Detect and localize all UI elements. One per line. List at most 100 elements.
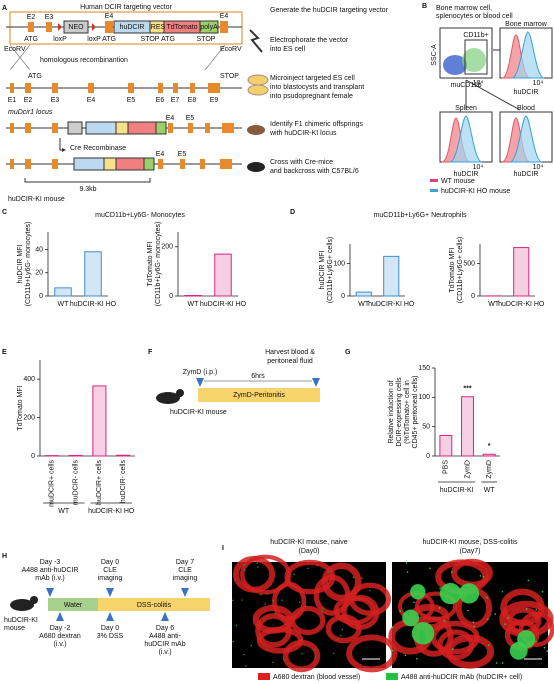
label: huDCIR <box>120 24 145 31</box>
label: imaging <box>173 575 198 582</box>
bar <box>383 255 400 297</box>
label: Electrophorate the vector <box>270 37 349 44</box>
label: E5 <box>127 97 136 104</box>
flow-plots <box>430 27 553 192</box>
label: Day 6 <box>156 625 174 632</box>
speck <box>369 589 371 592</box>
speck <box>327 571 329 573</box>
label: Cross with Cre-mice <box>270 159 333 166</box>
speck <box>479 575 482 577</box>
label: EcoRV <box>220 46 242 53</box>
cell <box>439 582 462 605</box>
speck <box>446 595 448 598</box>
label: Identify F1 chimeric offsprings <box>270 121 363 128</box>
bar <box>355 291 372 297</box>
speck <box>321 608 324 610</box>
speck <box>424 623 427 625</box>
vector-diagram <box>6 11 269 183</box>
speck <box>413 601 415 604</box>
label: E1 <box>8 97 17 104</box>
vessel <box>271 581 307 622</box>
label: 20 μm <box>523 661 543 668</box>
y-axis-label: TdTomato MFI <box>147 241 154 286</box>
speck <box>446 598 448 600</box>
x-tick-label: ZymD <box>464 460 471 479</box>
label: DSS-colitis <box>137 602 172 609</box>
label: 10⁴ <box>473 164 484 171</box>
label: polyA <box>200 24 218 31</box>
label: huDCIR-KI <box>4 617 38 624</box>
panel-label: E <box>2 349 7 356</box>
bar <box>92 385 107 457</box>
bar <box>68 454 83 457</box>
speck <box>272 599 275 602</box>
speck <box>486 596 488 599</box>
y-tick-label: 500 <box>463 260 475 267</box>
label: huDCIR-KI mouse <box>8 196 65 203</box>
label: Microinject targeted ES cell <box>270 75 355 82</box>
y-axis-label: TdTomato MFI <box>449 247 456 292</box>
speck <box>452 648 454 650</box>
label: A680 dextran <box>39 633 81 640</box>
speck <box>243 653 245 656</box>
label: huDCIR-KI mouse, DSS-colitis <box>423 539 518 546</box>
speck <box>316 564 319 567</box>
y-axis-label: huDCIR MFI <box>17 245 24 284</box>
label: E4 <box>87 97 96 104</box>
speck <box>487 644 490 646</box>
y-tick-label: 200 <box>23 414 35 421</box>
vessel <box>255 613 292 648</box>
y-tick-label: 400 <box>23 376 35 383</box>
label: huDCIR <box>514 89 539 96</box>
speck <box>340 634 342 637</box>
label: E3 <box>51 97 60 104</box>
panel-label: B <box>422 3 427 10</box>
speck <box>482 575 485 578</box>
vessel <box>333 596 376 626</box>
speck <box>399 610 402 612</box>
group-label: huDCIR-KI <box>440 487 474 494</box>
label: imaging <box>98 575 123 582</box>
label: TdTomato <box>166 24 197 31</box>
label: STOP <box>220 73 239 80</box>
speck <box>243 569 246 571</box>
speck <box>298 601 301 604</box>
speck <box>443 620 446 622</box>
label: muCD11b+Ly6G- Monocytes <box>95 212 185 219</box>
label: ATG <box>102 36 116 43</box>
label: CLE <box>103 567 117 574</box>
label: Blood <box>517 105 535 112</box>
speck <box>473 625 476 628</box>
speck <box>259 593 262 596</box>
group-label: huDCIR-KI HO <box>88 508 135 515</box>
cell <box>458 583 480 604</box>
label: Water <box>64 602 83 609</box>
speck <box>281 599 283 601</box>
label: E5 <box>186 115 195 122</box>
label: huDCIR-KI mouse, naive <box>270 539 348 546</box>
label: ZymD (i.p.) <box>183 369 218 376</box>
speck <box>257 566 259 568</box>
label: splenocytes or blood cell <box>436 13 513 20</box>
label: (i.v.) <box>53 641 66 648</box>
label: muCD11b+Ly6G+ Neutrophils <box>374 212 467 219</box>
speck <box>527 579 530 582</box>
label: E3 <box>45 14 54 21</box>
label: Human DCIR targeting vector <box>80 4 172 11</box>
label: Day 7 <box>176 559 194 566</box>
bar <box>54 287 72 297</box>
cell <box>402 609 420 627</box>
label: loxP <box>53 36 67 43</box>
label: E5 <box>178 151 187 158</box>
y-tick-label: 0 <box>471 293 475 300</box>
speck <box>314 656 316 659</box>
y-axis-label: huDCIR MFI <box>319 251 326 290</box>
speck <box>341 628 344 631</box>
x-tick-label: huDCIR-KI HO <box>368 301 415 308</box>
speck <box>494 613 496 615</box>
speck <box>307 567 309 570</box>
speck <box>234 578 237 580</box>
label: Bone marrow <box>505 21 548 28</box>
label: E8 <box>188 97 197 104</box>
speck <box>429 567 431 570</box>
